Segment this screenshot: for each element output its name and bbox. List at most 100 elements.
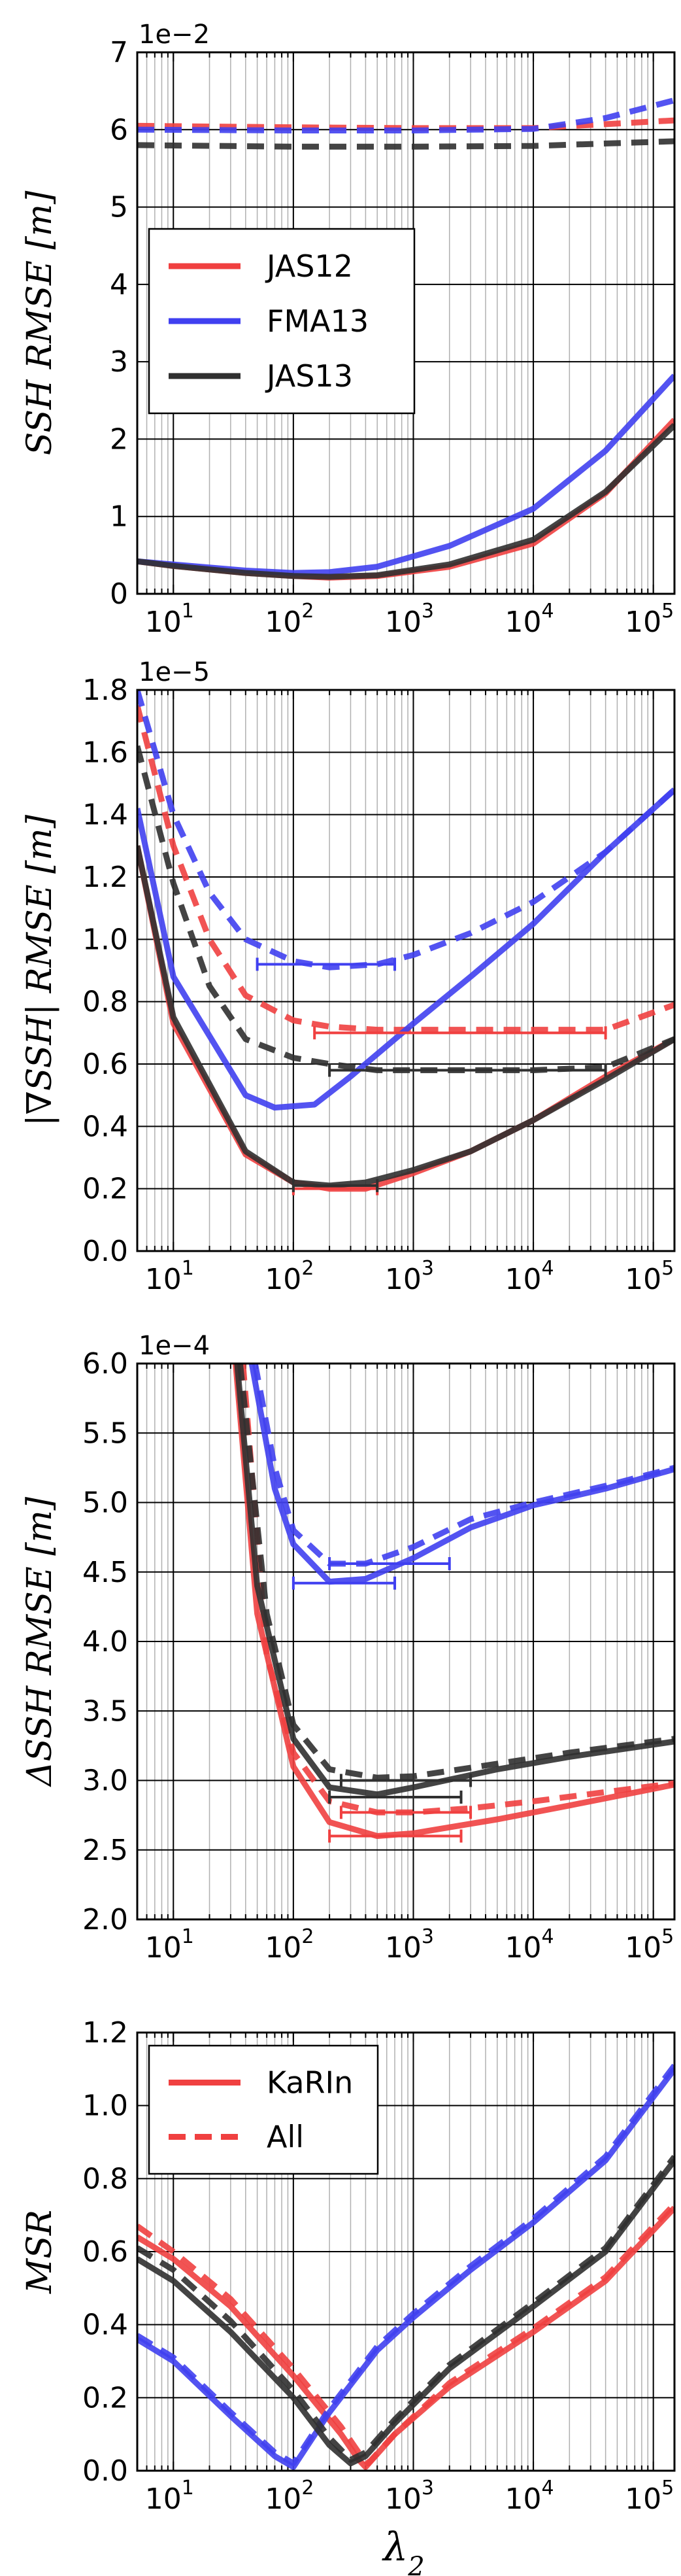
legend-label: FMA13 [267, 303, 369, 339]
legend: JAS12 FMA13 JAS13 [148, 228, 416, 415]
y-tick-label: 1 [110, 500, 128, 534]
x-tick-label: 102 [265, 2477, 314, 2516]
x-axis-label: λ2 [382, 2524, 424, 2576]
series-JAS13-dashed [137, 2155, 674, 2463]
error-bar [328, 1557, 451, 1570]
legend-label: JAS12 [265, 249, 353, 284]
series-FMA13-solid [137, 787, 674, 1111]
axis-multiplier: 1e−2 [139, 20, 210, 50]
x-tick-exponent: 1 [182, 1925, 194, 1948]
x-tick-exponent: 3 [422, 2477, 434, 2499]
x-tick-label: 103 [385, 1257, 434, 1296]
series-JAS13-solid [234, 1364, 674, 1798]
y-tick-label: 0.0 [82, 2454, 128, 2488]
x-tick-label: 105 [625, 1257, 674, 1296]
y-tick-label: 0.6 [82, 2235, 128, 2269]
series-JAS13-solid [137, 2158, 674, 2467]
x-tick-label: 102 [265, 1925, 314, 1965]
y-tick-label: 4.5 [82, 1556, 128, 1589]
x-tick-base: 10 [505, 2482, 542, 2516]
axis-multiplier: 1e−5 [139, 657, 210, 687]
x-tick-label: 104 [505, 1257, 554, 1296]
y-tick-label: 0.2 [82, 1173, 128, 1206]
y-tick-label: 1.8 [82, 674, 128, 707]
x-tick-exponent: 5 [661, 2477, 674, 2499]
y-tick-label: 0.4 [82, 1110, 128, 1143]
x-tick-exponent: 4 [542, 1257, 554, 1280]
plot-frame [136, 2031, 676, 2472]
error-bar [291, 1576, 397, 1590]
x-tick-exponent: 3 [422, 600, 434, 623]
x-tick-base: 10 [265, 1931, 301, 1965]
x-tick-exponent: 2 [301, 2477, 314, 2499]
series-JAS13-solid [137, 422, 674, 580]
x-tick-label: 105 [625, 2477, 674, 2516]
x-tick-base: 10 [145, 2482, 182, 2516]
plot-frame [136, 51, 676, 595]
x-tick-base: 10 [505, 1931, 542, 1965]
series-JAS12-solid [233, 1364, 674, 1839]
error-bar [328, 1829, 463, 1843]
x-tick-label: 101 [145, 2477, 194, 2516]
x-tick-exponent: 5 [661, 600, 674, 623]
y-tick-label: 6 [110, 113, 128, 146]
y-tick-label: 1.4 [82, 799, 128, 832]
y-axis-label: |∇SSH| RMSE [m] [20, 814, 59, 1126]
y-tick-label: 1.0 [82, 2089, 128, 2123]
x-tick-exponent: 5 [661, 1257, 674, 1280]
series-FMA13-dashed [137, 2063, 674, 2467]
x-tick-base: 10 [145, 606, 182, 639]
y-tick-label: 6.0 [82, 1347, 128, 1381]
x-tick-exponent: 1 [182, 2477, 194, 2499]
plot-frame [136, 689, 676, 1252]
x-tick-label: 105 [625, 600, 674, 639]
x-tick-base: 10 [385, 2482, 422, 2516]
x-tick-base: 10 [145, 1931, 182, 1965]
y-tick-label: 0 [110, 577, 128, 611]
legend: KaRIn All [148, 2044, 379, 2175]
y-axis-label: MSR [20, 2210, 59, 2294]
x-axis-label-main: λ [382, 2524, 408, 2570]
x-axis-label-sub: 2 [407, 2552, 424, 2576]
y-tick-label: 1.2 [82, 2016, 128, 2050]
x-tick-label: 103 [385, 1925, 434, 1965]
y-tick-label: 1.6 [82, 736, 128, 769]
x-tick-label: 101 [145, 1257, 194, 1296]
series-FMA13-dashed [252, 1364, 674, 1567]
y-tick-label: 1.2 [82, 861, 128, 894]
error-bar [339, 1774, 473, 1787]
series-group [137, 2063, 674, 2470]
y-tick-label: 0.6 [82, 1048, 128, 1081]
y-tick-label: 2 [110, 422, 128, 456]
series-JAS12-dashed [137, 2202, 674, 2467]
y-tick-label: 1.0 [82, 923, 128, 956]
error-bar [328, 1791, 463, 1804]
plot-frame [136, 1362, 676, 1921]
y-tick-label: 4 [110, 268, 128, 301]
y-tick-label: 4.0 [82, 1625, 128, 1658]
y-tick-label: 2.0 [82, 1903, 128, 1936]
y-tick-label: 7 [110, 36, 128, 69]
x-tick-exponent: 1 [182, 600, 194, 623]
y-tick-label: 5.5 [82, 1417, 128, 1450]
y-tick-label: 5 [110, 191, 128, 224]
x-tick-base: 10 [385, 1931, 422, 1965]
x-tick-label: 103 [385, 600, 434, 639]
series-JAS13-solid [137, 845, 674, 1189]
x-tick-base: 10 [385, 1263, 422, 1296]
error-bar [313, 1026, 607, 1040]
series-JAS13-dashed [237, 1364, 674, 1781]
x-tick-base: 10 [625, 1263, 661, 1296]
x-tick-label: 102 [265, 1257, 314, 1296]
x-tick-label: 101 [145, 1925, 194, 1965]
y-tick-label: 3.5 [82, 1694, 128, 1728]
series-FMA13-dashed [137, 690, 674, 970]
x-tick-label: 105 [625, 1925, 674, 1965]
legend-label: KaRIn [267, 2065, 353, 2101]
error-bar [291, 1178, 379, 1192]
